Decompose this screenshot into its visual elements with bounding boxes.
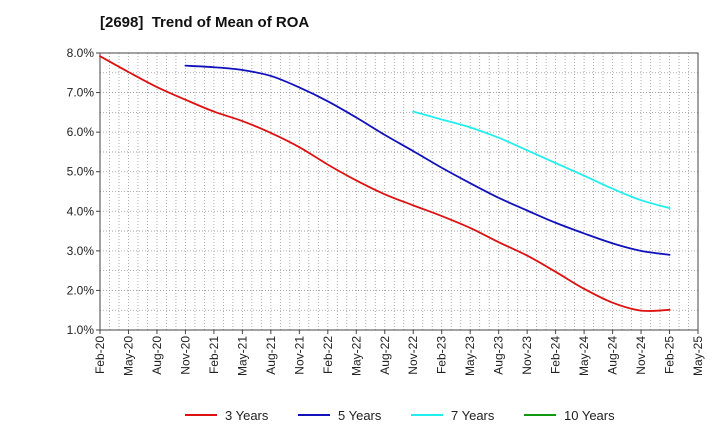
x-tick-label: Nov-23 [520,336,534,375]
legend-label-7-years: 7 Years [451,408,495,423]
x-tick-label: May-24 [577,336,591,376]
x-tick-label: May-21 [235,336,249,376]
x-tick-label: Aug-24 [606,336,620,375]
y-tick-label: 4.0% [67,204,95,218]
x-tick-label: Feb-25 [663,336,677,374]
x-tick-label: May-20 [121,336,135,376]
x-tick-label: Aug-20 [150,336,164,375]
x-tick-label: May-23 [463,336,477,376]
series-line-7-years [412,110,671,210]
series-line-5-years [184,64,671,256]
x-tick-label: Feb-20 [93,336,107,374]
x-tick-label: Feb-22 [321,336,335,374]
x-tick-label: Nov-24 [634,336,648,375]
series-line-3-years [99,55,671,312]
y-tick-label: 5.0% [67,165,95,179]
x-tick-label: Aug-23 [492,336,506,375]
x-tick-label: May-22 [349,336,363,376]
plot-border [99,52,699,331]
y-tick-label: 7.0% [67,86,95,100]
legend-label-3-years: 3 Years [225,408,269,423]
y-tick-label: 6.0% [67,125,95,139]
x-tick-label: May-25 [691,336,705,376]
y-tick-label: 3.0% [67,244,95,258]
x-tick-label: Nov-22 [406,336,420,375]
x-tick-label: Aug-22 [378,336,392,375]
plot-area [100,53,698,330]
x-tick-label: Feb-24 [549,336,563,374]
chart-title: [2698] Trend of Mean of ROA [100,14,310,31]
x-tick-label: Aug-21 [264,336,278,375]
legend-label-5-years: 5 Years [338,408,382,423]
x-tick-label: Feb-21 [207,336,221,374]
y-tick-label: 1.0% [67,323,95,337]
x-tick-label: Nov-20 [178,336,192,375]
legend-label-10-years: 10 Years [564,408,615,423]
x-tick-label: Feb-23 [435,336,449,374]
x-tick-label: Nov-21 [292,336,306,375]
y-tick-label: 2.0% [67,283,95,297]
y-tick-label: 8.0% [67,46,95,60]
